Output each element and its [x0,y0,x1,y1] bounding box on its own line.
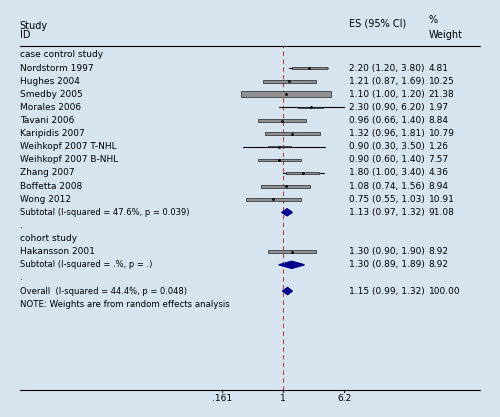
Text: 1.10 (1.00, 1.20): 1.10 (1.00, 1.20) [348,90,424,99]
Text: 8.92: 8.92 [428,260,448,269]
Text: 100.00: 100.00 [428,286,460,296]
Text: 1.26: 1.26 [428,142,448,151]
Text: Smedby 2005: Smedby 2005 [20,90,82,99]
Text: 7.57: 7.57 [428,156,448,164]
Bar [263,80,316,83]
Text: .: . [20,274,22,282]
Text: 6.2: 6.2 [337,394,351,402]
Bar [262,185,310,188]
Text: 1.80 (1.00, 3.40): 1.80 (1.00, 3.40) [348,168,424,178]
Text: ES (95% CI): ES (95% CI) [348,19,406,29]
Text: 21.38: 21.38 [428,90,454,99]
Bar [292,67,326,69]
Text: 0.75 (0.55, 1.03): 0.75 (0.55, 1.03) [348,195,424,204]
Text: 4.81: 4.81 [428,63,448,73]
Text: .161: .161 [212,394,232,402]
Polygon shape [282,288,292,294]
Text: 8.92: 8.92 [428,247,448,256]
Polygon shape [282,209,292,216]
Text: Overall  (I-squared = 44.4%, p = 0.048): Overall (I-squared = 44.4%, p = 0.048) [20,286,186,296]
Text: 4.36: 4.36 [428,168,448,178]
Text: Wong 2012: Wong 2012 [20,195,70,204]
Text: Zhang 2007: Zhang 2007 [20,168,74,178]
Text: 8.94: 8.94 [428,181,448,191]
Text: Subtotal (I-squared = 47.6%, p = 0.039): Subtotal (I-squared = 47.6%, p = 0.039) [20,208,189,217]
Text: Subtotal (I-squared = .%, p = .): Subtotal (I-squared = .%, p = .) [20,260,152,269]
Polygon shape [279,261,304,268]
Text: Hughes 2004: Hughes 2004 [20,77,80,85]
Text: 0.96 (0.66, 1.40): 0.96 (0.66, 1.40) [348,116,424,125]
Text: 0.90 (0.30, 3.50): 0.90 (0.30, 3.50) [348,142,424,151]
Text: %: % [428,15,438,25]
Text: cohort study: cohort study [20,234,77,243]
Text: 1.30 (0.89, 1.89): 1.30 (0.89, 1.89) [348,260,424,269]
Bar [258,119,306,122]
Text: Weihkopf 2007 T-NHL: Weihkopf 2007 T-NHL [20,142,116,151]
Bar [241,91,332,97]
Text: ID: ID [20,30,30,40]
Bar [298,107,323,108]
Bar [286,172,319,174]
Text: 1.21 (0.87, 1.69): 1.21 (0.87, 1.69) [348,77,424,85]
Text: Morales 2006: Morales 2006 [20,103,81,112]
Text: Tavani 2006: Tavani 2006 [20,116,74,125]
Text: NOTE: Weights are from random effects analysis: NOTE: Weights are from random effects an… [20,300,230,309]
Text: 1.30 (0.90, 1.90): 1.30 (0.90, 1.90) [348,247,424,256]
Text: 10.79: 10.79 [428,129,454,138]
Text: 1.13 (0.97, 1.32): 1.13 (0.97, 1.32) [348,208,424,217]
Bar [258,158,302,161]
Text: 1.08 (0.74, 1.56): 1.08 (0.74, 1.56) [348,181,424,191]
Text: Weihkopf 2007 B-NHL: Weihkopf 2007 B-NHL [20,156,118,164]
Text: 91.08: 91.08 [428,208,454,217]
Text: case control study: case control study [20,50,103,59]
Text: 10.91: 10.91 [428,195,454,204]
Text: 1.32 (0.96, 1.81): 1.32 (0.96, 1.81) [348,129,424,138]
Text: 2.20 (1.20, 3.80): 2.20 (1.20, 3.80) [348,63,424,73]
Bar [268,250,316,253]
Text: 1.97: 1.97 [428,103,448,112]
Text: Karipidis 2007: Karipidis 2007 [20,129,84,138]
Text: Study: Study [20,20,48,30]
Bar [268,146,290,148]
Text: 0.90 (0.60, 1.40): 0.90 (0.60, 1.40) [348,156,424,164]
Text: .: . [20,221,22,230]
Text: Hakansson 2001: Hakansson 2001 [20,247,94,256]
Text: Nordstorm 1997: Nordstorm 1997 [20,63,94,73]
Text: 1: 1 [280,394,286,402]
Text: 1.15 (0.99, 1.32): 1.15 (0.99, 1.32) [348,286,424,296]
Bar [246,198,301,201]
Text: Boffetta 2008: Boffetta 2008 [20,181,82,191]
Text: Weight: Weight [428,30,462,40]
Text: 10.25: 10.25 [428,77,454,85]
Text: 8.84: 8.84 [428,116,448,125]
Bar [265,132,320,135]
Text: 2.30 (0.90, 6.20): 2.30 (0.90, 6.20) [348,103,424,112]
